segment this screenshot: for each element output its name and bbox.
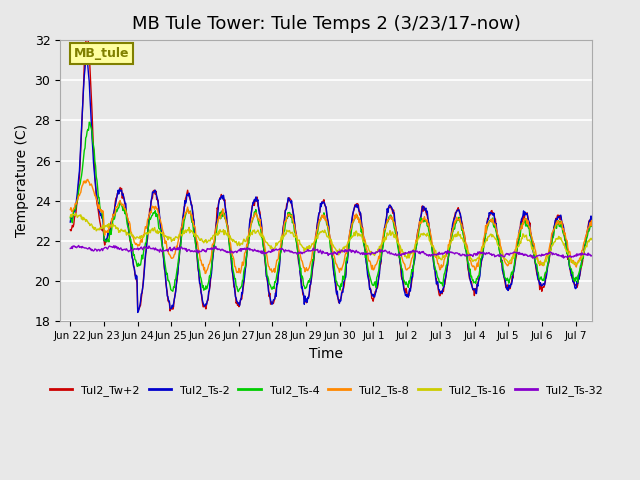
- Tul2_Ts-32: [596, 256, 604, 262]
- Tul2_Ts-8: [67, 207, 74, 213]
- Legend: Tul2_Tw+2, Tul2_Ts-2, Tul2_Ts-4, Tul2_Ts-8, Tul2_Ts-16, Tul2_Ts-32: Tul2_Tw+2, Tul2_Ts-2, Tul2_Ts-4, Tul2_Ts…: [45, 380, 607, 400]
- Line: Tul2_Ts-32: Tul2_Ts-32: [70, 245, 609, 259]
- Tul2_Ts-2: [397, 262, 404, 268]
- Tul2_Ts-8: [257, 226, 264, 231]
- Tul2_Tw+2: [427, 237, 435, 243]
- Tul2_Tw+2: [257, 221, 264, 227]
- X-axis label: Time: Time: [309, 347, 343, 360]
- Tul2_Ts-4: [257, 226, 264, 231]
- Tul2_Ts-4: [427, 238, 435, 244]
- Line: Tul2_Ts-8: Tul2_Ts-8: [70, 180, 609, 274]
- Tul2_Ts-4: [234, 289, 242, 295]
- Tul2_Ts-4: [230, 268, 237, 274]
- Tul2_Tw+2: [230, 284, 238, 290]
- Tul2_Ts-16: [540, 263, 548, 268]
- Y-axis label: Temperature (C): Temperature (C): [15, 124, 29, 237]
- Text: MB_tule: MB_tule: [74, 47, 129, 60]
- Tul2_Ts-8: [84, 177, 92, 182]
- Tul2_Ts-4: [397, 259, 404, 265]
- Tul2_Ts-8: [230, 257, 238, 263]
- Tul2_Ts-16: [396, 242, 404, 248]
- Tul2_Ts-16: [256, 232, 264, 238]
- Tul2_Ts-8: [397, 250, 404, 255]
- Tul2_Ts-2: [131, 265, 138, 271]
- Tul2_Tw+2: [397, 264, 404, 269]
- Tul2_Ts-8: [202, 271, 209, 276]
- Tul2_Ts-32: [276, 247, 284, 252]
- Tul2_Ts-32: [67, 246, 74, 252]
- Line: Tul2_Ts-2: Tul2_Ts-2: [70, 56, 609, 312]
- Tul2_Ts-16: [605, 262, 613, 267]
- Tul2_Ts-8: [131, 240, 138, 245]
- Tul2_Ts-2: [277, 246, 285, 252]
- Tul2_Ts-2: [83, 53, 90, 59]
- Tul2_Ts-8: [605, 258, 613, 264]
- Tul2_Ts-8: [427, 232, 435, 238]
- Line: Tul2_Ts-4: Tul2_Ts-4: [70, 122, 609, 292]
- Tul2_Ts-4: [85, 120, 93, 125]
- Tul2_Ts-2: [427, 236, 435, 241]
- Tul2_Ts-32: [605, 253, 613, 259]
- Tul2_Ts-16: [276, 239, 284, 244]
- Tul2_Ts-4: [605, 275, 613, 280]
- Tul2_Ts-2: [605, 284, 613, 289]
- Line: Tul2_Ts-16: Tul2_Ts-16: [70, 214, 609, 265]
- Tul2_Ts-32: [426, 252, 434, 258]
- Tul2_Ts-16: [72, 211, 80, 216]
- Tul2_Tw+2: [277, 247, 285, 253]
- Line: Tul2_Tw+2: Tul2_Tw+2: [70, 35, 609, 311]
- Tul2_Ts-16: [230, 237, 237, 242]
- Tul2_Tw+2: [166, 308, 174, 314]
- Tul2_Ts-2: [230, 281, 238, 287]
- Title: MB Tule Tower: Tule Temps 2 (3/23/17-now): MB Tule Tower: Tule Temps 2 (3/23/17-now…: [132, 15, 521, 33]
- Tul2_Ts-32: [131, 246, 138, 252]
- Tul2_Tw+2: [131, 264, 138, 270]
- Tul2_Ts-4: [277, 249, 285, 254]
- Tul2_Ts-32: [256, 248, 264, 254]
- Tul2_Ts-4: [131, 252, 138, 257]
- Tul2_Ts-32: [75, 242, 83, 248]
- Tul2_Tw+2: [83, 32, 91, 38]
- Tul2_Ts-2: [257, 216, 264, 222]
- Tul2_Ts-16: [426, 238, 434, 243]
- Tul2_Tw+2: [67, 227, 74, 233]
- Tul2_Ts-2: [134, 310, 141, 315]
- Tul2_Ts-16: [67, 214, 74, 219]
- Tul2_Ts-4: [67, 215, 74, 221]
- Tul2_Ts-32: [230, 250, 237, 256]
- Tul2_Tw+2: [605, 276, 613, 282]
- Tul2_Ts-32: [396, 252, 404, 258]
- Tul2_Ts-2: [67, 219, 74, 225]
- Tul2_Ts-8: [277, 240, 285, 245]
- Tul2_Ts-16: [131, 234, 138, 240]
